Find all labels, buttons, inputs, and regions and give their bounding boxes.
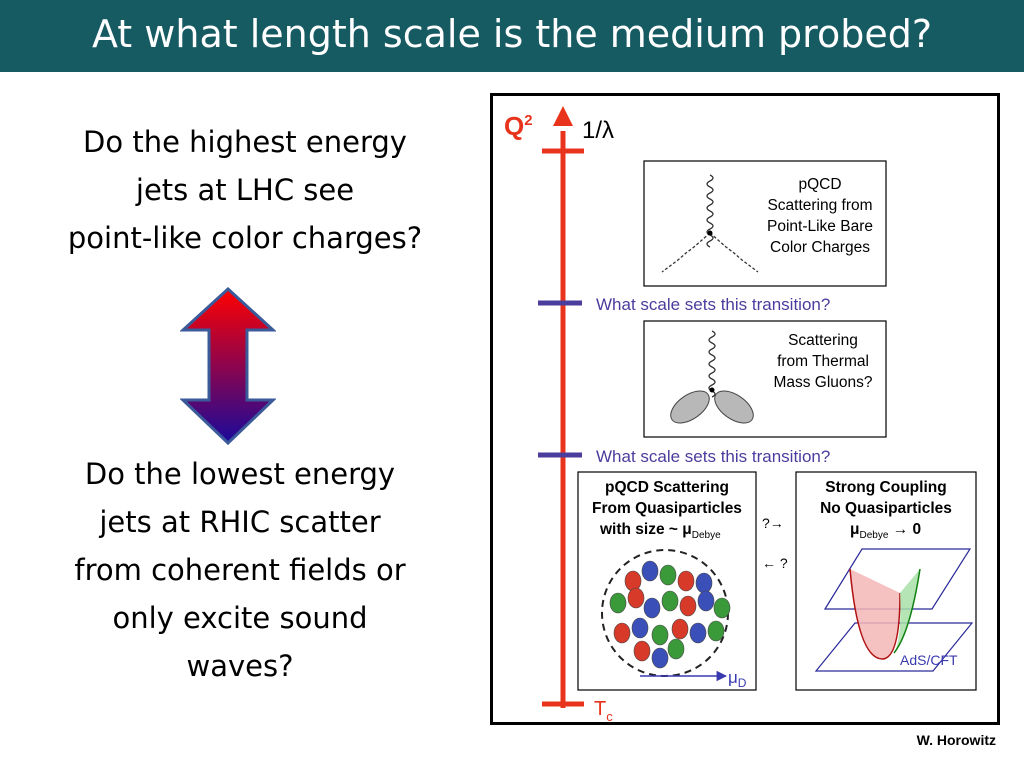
title-bar <box>0 0 1024 72</box>
quasiparticle-icon <box>689 622 707 644</box>
quasiparticle-icon <box>641 560 659 582</box>
quasiparticle-icon <box>667 638 685 660</box>
axis-arrowhead-icon <box>553 106 573 126</box>
pqcd-point-like-panel: pQCD Scattering from Point-Like Bare Col… <box>643 160 887 287</box>
question-top: Do the highest energy jets at LHC see po… <box>40 118 450 262</box>
quasiparticle-icon <box>697 590 715 612</box>
quasiparticle-icon <box>677 570 695 592</box>
quasiparticle-icon <box>679 595 697 617</box>
quasiparticle-icon <box>661 590 679 612</box>
gluon-line-icon <box>661 232 711 273</box>
quasiparticle-icon <box>713 597 731 619</box>
panel-text: pQCD Scattering <box>605 479 729 496</box>
horizon-plane-icon <box>814 622 974 672</box>
quasiparticle-icon <box>631 617 649 639</box>
panel-text: from Thermal <box>777 353 869 370</box>
question-bottom-line: jets at RHIC scatter <box>99 505 381 539</box>
right-arrow-text: ?→ <box>762 515 784 531</box>
axis-bottom-label: Tc <box>594 698 613 724</box>
quasiparticle-icon <box>643 597 661 619</box>
quasiparticle-icon <box>671 618 689 640</box>
panel-text: μDebye → 0 <box>850 521 921 541</box>
quasiparticle-icon <box>651 647 669 669</box>
panel-text: From Quasiparticles <box>592 500 742 517</box>
panel-text: Point-Like Bare <box>767 218 873 235</box>
quasiparticle-icon <box>624 570 642 592</box>
panel-text: with size ~ μDebye <box>599 521 721 541</box>
quasiparticle-icon <box>613 622 631 644</box>
dressed-gluon-icon <box>714 390 754 424</box>
strong-coupling-panel: Strong Coupling No Quasiparticles μDebye… <box>795 471 977 691</box>
vertex-icon <box>709 387 715 393</box>
gluon-line-icon <box>708 330 716 398</box>
length-scale-figure: Q2 1/λ Tc What scale sets this transitio… <box>490 93 1000 725</box>
thermal-mass-panel: Scattering from Thermal Mass Gluons? <box>643 320 887 438</box>
question-bottom-line: waves? <box>186 649 294 683</box>
quasiparticle-icon <box>695 572 713 594</box>
author-credit: W. Horowitz <box>916 732 996 748</box>
panel-text: No Quasiparticles <box>820 500 952 517</box>
axis-label: Q2 <box>504 111 533 141</box>
mu-d-label: μD <box>728 668 747 690</box>
vertex-icon <box>707 230 713 236</box>
question-bottom: Do the lowest energy jets at RHIC scatte… <box>30 450 450 690</box>
panel-text: Strong Coupling <box>825 479 946 496</box>
quasiparticle-icon <box>627 587 645 609</box>
string-sheet-icon <box>894 569 920 653</box>
panel-text: Color Charges <box>770 239 870 256</box>
question-top-line: Do the highest energy <box>83 125 407 159</box>
panel-text: Mass Gluons? <box>773 374 872 391</box>
quasiparticle-cluster-icon <box>609 560 731 669</box>
quasiparticle-icon <box>633 640 651 662</box>
transition-label: What scale sets this transition? <box>596 295 830 314</box>
transition-label: What scale sets this transition? <box>596 447 830 466</box>
quasiparticle-icon <box>651 624 669 646</box>
string-curve-icon <box>849 568 901 660</box>
question-top-line: point-like color charges? <box>67 221 423 255</box>
question-top-line: jets at LHC see <box>135 173 355 207</box>
axis-top-label: 1/λ <box>582 117 614 144</box>
quasiparticle-icon <box>609 592 627 614</box>
slide-title: At what length scale is the medium probe… <box>91 12 932 56</box>
gluon-line-icon <box>709 232 759 273</box>
quasiparticle-icon <box>707 620 725 642</box>
question-bottom-line: from coherent fields or <box>74 553 406 587</box>
quasiparticle-icon <box>659 564 677 586</box>
dressed-gluon-icon <box>670 390 710 424</box>
ads-cft-label: AdS/CFT <box>900 652 958 668</box>
panel-text: pQCD <box>798 176 841 193</box>
panel-text: Scattering <box>788 332 858 349</box>
question-bottom-line: Do the lowest energy <box>84 457 396 491</box>
question-bottom-line: only excite sound <box>112 601 368 635</box>
panel-text: Scattering from <box>767 197 872 214</box>
quasiparticle-panel: pQCD Scattering From Quasiparticles with… <box>577 471 757 691</box>
double-arrow-icon <box>180 286 276 446</box>
left-arrow-text: ← ? <box>762 555 788 571</box>
string-curve-icon <box>893 568 921 654</box>
